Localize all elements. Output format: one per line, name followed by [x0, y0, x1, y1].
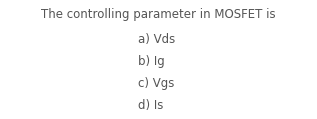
Text: c) Vgs: c) Vgs [138, 77, 174, 90]
Text: a) Vds: a) Vds [138, 33, 175, 46]
Text: d) Is: d) Is [138, 99, 163, 112]
Text: b) Ig: b) Ig [138, 55, 165, 68]
Text: The controlling parameter in MOSFET is: The controlling parameter in MOSFET is [41, 8, 276, 21]
